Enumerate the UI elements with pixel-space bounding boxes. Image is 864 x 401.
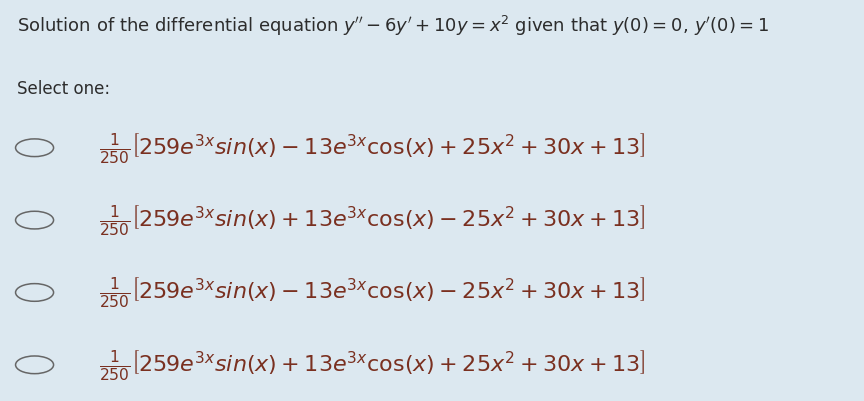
- Text: $\frac{1}{250}\left[259e^{3x}\mathit{sin}(x) - 13e^{3x}\cos(x) - 25x^2 + 30x + 1: $\frac{1}{250}\left[259e^{3x}\mathit{sin…: [99, 275, 645, 310]
- Text: $\frac{1}{250}\left[259e^{3x}\mathit{sin}(x) + 13e^{3x}\cos(x) - 25x^2 + 30x + 1: $\frac{1}{250}\left[259e^{3x}\mathit{sin…: [99, 203, 645, 237]
- Text: Solution of the differential equation $y^{\prime\prime} - 6y^{\prime} + 10y = x^: Solution of the differential equation $y…: [17, 14, 769, 38]
- Text: $\frac{1}{250}\left[259e^{3x}\mathit{sin}(x) + 13e^{3x}\cos(x) + 25x^2 + 30x + 1: $\frac{1}{250}\left[259e^{3x}\mathit{sin…: [99, 347, 645, 382]
- Text: Select one:: Select one:: [17, 80, 111, 98]
- Text: $\frac{1}{250}\left[259e^{3x}\mathit{sin}(x) - 13e^{3x}\cos(x) + 25x^2 + 30x + 1: $\frac{1}{250}\left[259e^{3x}\mathit{sin…: [99, 130, 645, 165]
